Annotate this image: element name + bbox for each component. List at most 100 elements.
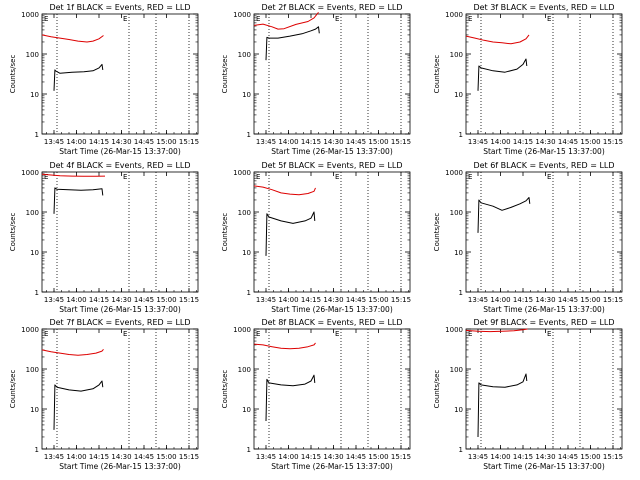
y-tick-label: 100 <box>238 366 251 374</box>
x-tick-label: 14:15 <box>301 296 321 304</box>
x-tick-label: 15:00 <box>368 296 388 304</box>
y-tick-label: 10 <box>454 249 463 257</box>
y-tick-label: 1000 <box>21 11 39 19</box>
series-line-events <box>477 373 528 438</box>
plot-frame <box>41 328 199 450</box>
x-tick-label: 14:30 <box>323 453 343 461</box>
corner-mark: E <box>256 330 260 338</box>
x-tick-label: 14:00 <box>490 453 510 461</box>
x-tick-label: 15:15 <box>179 296 199 304</box>
y-tick-label: 100 <box>450 51 463 59</box>
y-tick-label: 1 <box>35 446 39 454</box>
x-axis-label: Start Time (26-Mar-15 13:37:00) <box>271 305 393 314</box>
x-tick-label: 13:45 <box>256 138 276 146</box>
y-tick-label: 10 <box>30 91 39 99</box>
x-tick-label: 14:30 <box>323 296 343 304</box>
series-line-events <box>265 26 320 61</box>
corner-mark: E <box>335 330 339 338</box>
plot-frame <box>253 171 411 293</box>
x-tick-label: 15:15 <box>391 296 411 304</box>
y-tick-label: 10 <box>242 406 251 414</box>
y-tick-label: 1 <box>247 289 251 297</box>
y-axis-label: Counts/sec <box>9 370 17 409</box>
x-tick-label: 14:45 <box>558 296 578 304</box>
corner-mark: E <box>468 173 472 181</box>
series-line-events <box>53 187 104 214</box>
x-tick-label: 15:00 <box>580 296 600 304</box>
y-tick-label: 10 <box>242 249 251 257</box>
x-tick-label: 15:00 <box>580 138 600 146</box>
y-tick-label: 100 <box>450 209 463 217</box>
series-line-events <box>265 374 316 422</box>
series-line-lld <box>41 173 106 177</box>
x-tick-label: 14:45 <box>134 296 154 304</box>
y-tick-label: 1000 <box>21 169 39 177</box>
y-axis-label: Counts/sec <box>221 213 229 252</box>
x-tick-label: 14:00 <box>490 138 510 146</box>
x-tick-label: 14:30 <box>323 138 343 146</box>
x-tick-label: 15:00 <box>156 453 176 461</box>
x-axis-label: Start Time (26-Mar-15 13:37:00) <box>59 147 181 156</box>
corner-mark: E <box>547 330 551 338</box>
x-tick-label: 13:45 <box>256 453 276 461</box>
x-tick-label: 14:30 <box>535 296 555 304</box>
y-axis-label: Counts/sec <box>221 370 229 409</box>
corner-mark: E <box>123 173 127 181</box>
y-tick-label: 1 <box>247 446 251 454</box>
x-tick-label: 13:45 <box>468 296 488 304</box>
y-axis-label: Counts/sec <box>433 213 441 252</box>
y-tick-label: 1 <box>35 289 39 297</box>
panel-title: Det 3f BLACK = Events, RED = LLD <box>473 3 614 12</box>
panel-title: Det 8f BLACK = Events, RED = LLD <box>261 318 402 327</box>
y-tick-label: 1000 <box>445 326 463 334</box>
y-tick-label: 100 <box>26 209 39 217</box>
x-tick-label: 15:00 <box>368 138 388 146</box>
series-line-lld <box>465 328 528 333</box>
x-tick-label: 14:30 <box>111 296 131 304</box>
x-tick-label: 14:30 <box>111 453 131 461</box>
y-axis-label: Counts/sec <box>433 55 441 94</box>
corner-mark: E <box>44 15 48 23</box>
x-axis-label: Start Time (26-Mar-15 13:37:00) <box>483 147 605 156</box>
y-tick-label: 1 <box>35 131 39 139</box>
x-tick-label: 14:45 <box>346 453 366 461</box>
corner-mark: E <box>44 173 48 181</box>
series-line-lld <box>465 34 530 45</box>
x-tick-label: 15:15 <box>603 453 623 461</box>
x-tick-label: 14:45 <box>558 138 578 146</box>
corner-mark: E <box>256 173 260 181</box>
y-tick-label: 1 <box>459 131 463 139</box>
x-tick-label: 13:45 <box>44 453 64 461</box>
x-tick-label: 15:15 <box>179 453 199 461</box>
x-tick-label: 14:15 <box>89 296 109 304</box>
panel-title: Det 4f BLACK = Events, RED = LLD <box>49 161 190 170</box>
series-line-lld <box>41 348 104 356</box>
corner-mark: E <box>44 330 48 338</box>
x-tick-label: 13:45 <box>44 296 64 304</box>
x-tick-label: 14:15 <box>513 453 533 461</box>
corner-mark: E <box>335 173 339 181</box>
x-tick-label: 15:15 <box>179 138 199 146</box>
x-tick-label: 14:15 <box>89 453 109 461</box>
panel-title: Det 9f BLACK = Events, RED = LLD <box>473 318 614 327</box>
x-tick-label: 15:00 <box>156 296 176 304</box>
x-tick-label: 15:00 <box>368 453 388 461</box>
plot-frame <box>253 328 411 450</box>
panel-title: Det 6f BLACK = Events, RED = LLD <box>473 161 614 170</box>
x-tick-label: 14:15 <box>301 453 321 461</box>
x-tick-label: 13:45 <box>468 138 488 146</box>
x-axis-label: Start Time (26-Mar-15 13:37:00) <box>483 462 605 471</box>
x-axis-label: Start Time (26-Mar-15 13:37:00) <box>59 462 181 471</box>
y-tick-label: 10 <box>242 91 251 99</box>
x-axis-label: Start Time (26-Mar-15 13:37:00) <box>483 305 605 314</box>
panel-title: Det 7f BLACK = Events, RED = LLD <box>49 318 190 327</box>
y-tick-label: 100 <box>238 51 251 59</box>
series-line-lld <box>253 185 316 196</box>
x-tick-label: 14:00 <box>278 453 298 461</box>
x-tick-label: 14:15 <box>513 138 533 146</box>
